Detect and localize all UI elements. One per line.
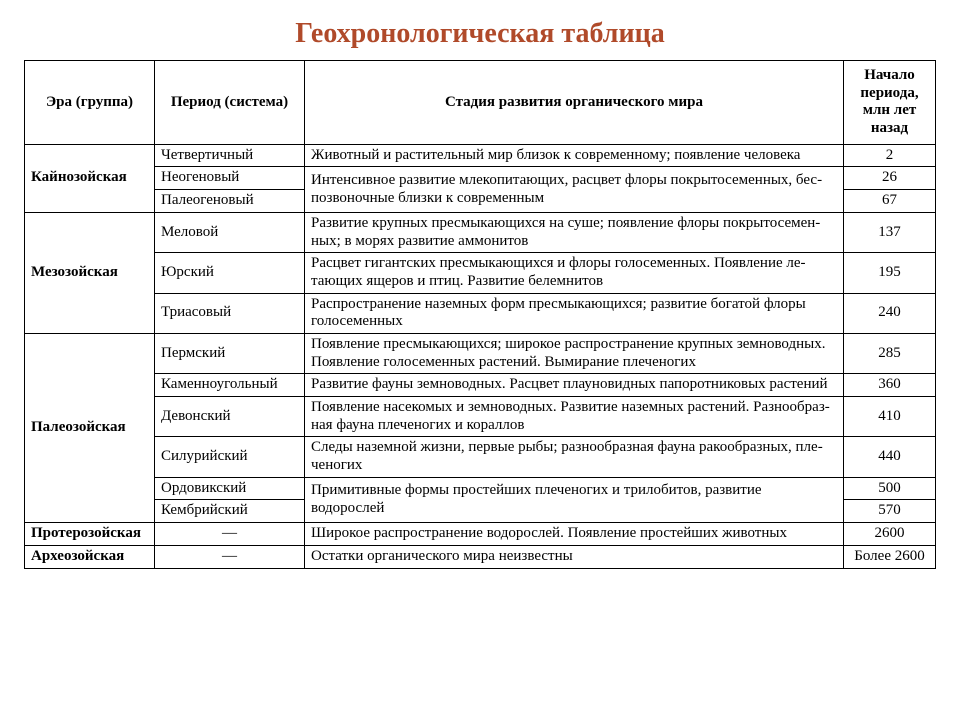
table-header-row: Эра (группа) Период (система) Стадия раз…	[25, 61, 936, 145]
age-cell: 195	[844, 253, 936, 293]
period-cell: Ордовикский	[155, 477, 305, 500]
period-cell: Силурийский	[155, 437, 305, 477]
period-cell: Меловой	[155, 212, 305, 252]
table-row: СилурийскийСледы наземной жизни, первые …	[25, 437, 936, 477]
age-cell: 26	[844, 167, 936, 190]
period-cell: Юрский	[155, 253, 305, 293]
era-cell: Кайнозойская	[25, 144, 155, 212]
stage-cell: Расцвет гигантских пресмыкающихся и флор…	[305, 253, 844, 293]
period-cell: Неогеновый	[155, 167, 305, 190]
stage-cell: Следы наземной жизни, первые рыбы; разно…	[305, 437, 844, 477]
col-age: Начало периода, млн лет назад	[844, 61, 936, 145]
period-cell: Пермский	[155, 333, 305, 373]
stage-cell: Развитие фауны земноводных. Расцвет плау…	[305, 374, 844, 397]
stage-cell: Широкое распространение водорослей. Появ…	[305, 523, 844, 546]
stage-cell: Животный и растительный мир близок к сов…	[305, 144, 844, 167]
age-cell: 2600	[844, 523, 936, 546]
table-row: ОрдовикскийПримитивные формы простейших …	[25, 477, 936, 500]
stage-cell: Появление насекомых и земноводных. Разви…	[305, 397, 844, 437]
era-cell: Мезозойская	[25, 212, 155, 333]
stage-cell: Распространение наземных форм пресмы­каю…	[305, 293, 844, 333]
table-row: КаменноугольныйРазвитие фауны земноводны…	[25, 374, 936, 397]
age-cell: 137	[844, 212, 936, 252]
age-cell: Более 2600	[844, 545, 936, 568]
age-cell: 570	[844, 500, 936, 523]
col-stage: Стадия развития органического мира	[305, 61, 844, 145]
age-cell: 500	[844, 477, 936, 500]
era-cell: Археозойская	[25, 545, 155, 568]
age-cell: 67	[844, 190, 936, 213]
stage-cell: Остатки органического мира неизвестны	[305, 545, 844, 568]
table-row: МезозойскаяМеловойРазвитие крупных пресм…	[25, 212, 936, 252]
age-cell: 240	[844, 293, 936, 333]
table-row: Протерозойская—Широкое распространение в…	[25, 523, 936, 546]
table-row: ПалеозойскаяПермскийПоявление пресмыкающ…	[25, 333, 936, 373]
period-cell: Каменноугольный	[155, 374, 305, 397]
period-cell: Кембрийский	[155, 500, 305, 523]
geochrono-table: Эра (группа) Период (система) Стадия раз…	[24, 60, 936, 569]
table-row: КайнозойскаяЧетвертичныйЖивотный и расти…	[25, 144, 936, 167]
table-row: ТриасовыйРаспространение наземных форм п…	[25, 293, 936, 333]
period-cell: Триасовый	[155, 293, 305, 333]
period-cell: —	[155, 523, 305, 546]
page-title: Геохронологическая таблица	[24, 18, 936, 50]
era-cell: Палеозойская	[25, 333, 155, 522]
stage-cell: Примитивные формы простейших плече­ногих…	[305, 477, 844, 522]
table-row: ДевонскийПоявление насекомых и земноводн…	[25, 397, 936, 437]
age-cell: 410	[844, 397, 936, 437]
age-cell: 360	[844, 374, 936, 397]
table-row: НеогеновыйИнтенсивное развитие млекопита…	[25, 167, 936, 190]
stage-cell: Развитие крупных пресмыкающихся на суше;…	[305, 212, 844, 252]
period-cell: Палеогеновый	[155, 190, 305, 213]
stage-cell: Появление пресмыкающихся; широкое распро…	[305, 333, 844, 373]
age-cell: 440	[844, 437, 936, 477]
table-row: ЮрскийРасцвет гигантских пресмыкающихся …	[25, 253, 936, 293]
age-cell: 285	[844, 333, 936, 373]
period-cell: Девонский	[155, 397, 305, 437]
col-era: Эра (группа)	[25, 61, 155, 145]
table-row: Археозойская—Остатки органического мира …	[25, 545, 936, 568]
period-cell: Четвертичный	[155, 144, 305, 167]
age-cell: 2	[844, 144, 936, 167]
period-cell: —	[155, 545, 305, 568]
stage-cell: Интенсивное развитие млекопитающих, расц…	[305, 167, 844, 212]
era-cell: Протерозойская	[25, 523, 155, 546]
col-period: Период (система)	[155, 61, 305, 145]
